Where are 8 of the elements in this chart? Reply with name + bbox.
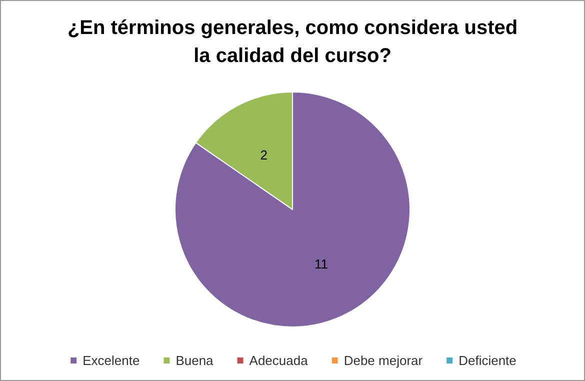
legend-label: Deficiente [458, 353, 516, 368]
legend-label: Debe mejorar [344, 353, 424, 368]
data-label: 2 [260, 147, 268, 162]
legend-label: Adecuada [249, 353, 309, 368]
data-label: 11 [314, 256, 328, 272]
chart-title: ¿En términos generales, como considera usted la calidad del curso? [67, 17, 518, 67]
legend-label: Buena [176, 353, 214, 368]
legend-label: Excelente [82, 353, 140, 368]
